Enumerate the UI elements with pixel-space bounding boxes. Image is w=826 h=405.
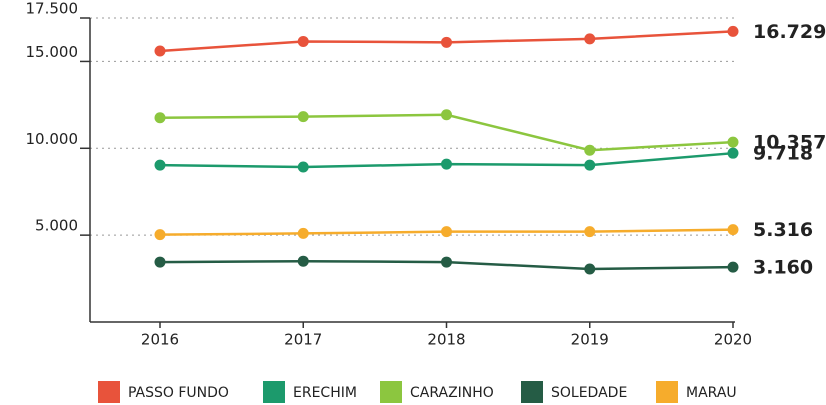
legend-label: ERECHIM [293, 385, 357, 401]
data-point [441, 256, 452, 268]
data-point [727, 25, 739, 37]
data-point [154, 112, 166, 124]
x-tick-label: 2017 [284, 331, 322, 349]
data-point [584, 144, 596, 156]
data-point [297, 111, 309, 123]
end-label: 16.729 [753, 21, 826, 43]
data-point [584, 159, 596, 171]
end-label: 5.316 [753, 219, 813, 241]
data-point [154, 229, 166, 241]
y-tick-label: 15.000 [26, 43, 79, 61]
data-point [727, 261, 739, 273]
data-point [727, 224, 739, 236]
end-label: 3.160 [753, 257, 813, 279]
end-label: 9.718 [753, 143, 813, 165]
data-point [297, 255, 309, 267]
legend-swatch [656, 381, 678, 403]
data-point [727, 136, 739, 148]
data-point [297, 227, 309, 239]
legend-label: MARAU [686, 385, 737, 401]
data-point [727, 147, 739, 159]
data-point [441, 109, 452, 121]
data-point [584, 226, 596, 238]
data-point [441, 36, 452, 48]
data-point [584, 33, 596, 45]
legend-swatch [98, 381, 120, 403]
legend-label: PASSO FUNDO [128, 385, 229, 401]
legend-label: CARAZINHO [410, 385, 494, 401]
data-point [297, 35, 309, 47]
data-point [154, 45, 166, 57]
y-tick-label: 10.000 [26, 130, 79, 148]
data-point [297, 161, 309, 173]
legend-swatch [380, 381, 402, 403]
data-point [584, 263, 596, 275]
data-point [154, 159, 166, 171]
x-tick-label: 2018 [427, 331, 465, 349]
x-tick-label: 2016 [141, 331, 179, 349]
data-point [154, 256, 166, 268]
legend-swatch [521, 381, 543, 403]
x-tick-label: 2019 [571, 331, 609, 349]
x-tick-label: 2020 [714, 331, 752, 349]
y-tick-label: 5.000 [35, 217, 78, 235]
data-point [441, 158, 452, 170]
y-tick-label: 17.500 [26, 0, 79, 18]
data-point [441, 226, 452, 238]
legend-label: SOLEDADE [551, 385, 627, 401]
end-label: 10.357 [753, 132, 826, 154]
legend-swatch [263, 381, 285, 403]
